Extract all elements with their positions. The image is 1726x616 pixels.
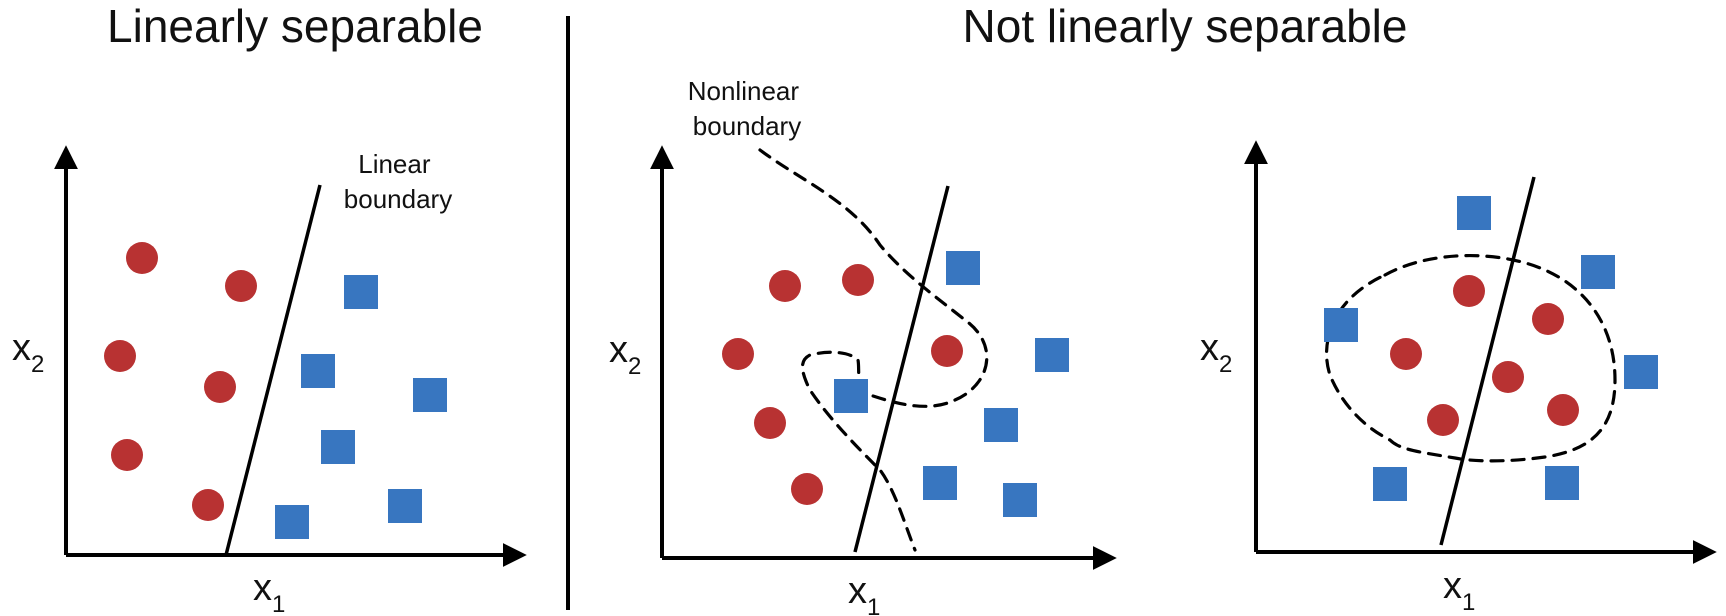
square-group xyxy=(834,251,1069,517)
blue-square-icon xyxy=(1545,466,1579,500)
y-axis-label: x2 xyxy=(609,329,641,380)
red-circle-icon xyxy=(126,242,158,274)
blue-square-icon xyxy=(301,354,335,388)
circular-boundary-curve xyxy=(1325,254,1617,463)
blue-square-icon xyxy=(1324,308,1358,342)
blue-square-icon xyxy=(1457,196,1491,230)
panel-linear: Linear boundary x2 x1 xyxy=(12,145,527,616)
red-circle-icon xyxy=(769,270,801,302)
x-axis-label: x1 xyxy=(253,567,285,616)
red-circle-icon xyxy=(722,338,754,370)
panel-circular: x2 x1 xyxy=(1200,140,1717,616)
title-not-linearly-separable: Not linearly separable xyxy=(963,0,1408,52)
nonlinear-boundary-curve xyxy=(758,148,989,552)
x-axis-label: x1 xyxy=(1443,565,1475,616)
blue-square-icon xyxy=(946,251,980,285)
linear-boundary-line xyxy=(853,185,950,553)
blue-square-icon xyxy=(1003,483,1037,517)
square-group xyxy=(275,275,447,539)
blue-square-icon xyxy=(1624,355,1658,389)
red-circle-icon xyxy=(1492,361,1524,393)
red-circle-icon xyxy=(111,439,143,471)
red-circle-icon xyxy=(104,340,136,372)
blue-square-icon xyxy=(923,466,957,500)
blue-square-icon xyxy=(344,275,378,309)
circle-group xyxy=(722,264,963,505)
blue-square-icon xyxy=(834,379,868,413)
panel-nonlinear: Nonlinear boundary x2 x1 xyxy=(609,76,1117,616)
blue-square-icon xyxy=(413,378,447,412)
blue-square-icon xyxy=(1373,467,1407,501)
blue-square-icon xyxy=(388,489,422,523)
blue-square-icon xyxy=(1035,338,1069,372)
red-circle-icon xyxy=(204,371,236,403)
red-circle-icon xyxy=(1453,275,1485,307)
red-circle-icon xyxy=(754,407,786,439)
red-circle-icon xyxy=(791,473,823,505)
red-circle-icon xyxy=(192,489,224,521)
linear-boundary-label: Linear boundary xyxy=(344,149,452,214)
red-circle-icon xyxy=(931,335,963,367)
red-circle-icon xyxy=(1390,338,1422,370)
blue-square-icon xyxy=(1581,255,1615,289)
square-group xyxy=(1324,196,1658,501)
circle-group xyxy=(1390,275,1579,436)
blue-square-icon xyxy=(984,408,1018,442)
red-circle-icon xyxy=(1427,404,1459,436)
red-circle-icon xyxy=(225,270,257,302)
title-linearly-separable: Linearly separable xyxy=(107,0,483,52)
linear-boundary-line xyxy=(1439,176,1536,546)
y-axis-label: x2 xyxy=(12,327,44,378)
linear-boundary-line xyxy=(224,184,322,556)
y-axis-label: x2 xyxy=(1200,327,1232,378)
red-circle-icon xyxy=(1532,303,1564,335)
blue-square-icon xyxy=(275,505,309,539)
red-circle-icon xyxy=(1547,394,1579,426)
nonlinear-boundary-label: Nonlinear boundary xyxy=(688,76,807,141)
circle-group xyxy=(104,242,257,521)
red-circle-icon xyxy=(842,264,874,296)
blue-square-icon xyxy=(321,430,355,464)
x-axis-label: x1 xyxy=(848,570,880,616)
